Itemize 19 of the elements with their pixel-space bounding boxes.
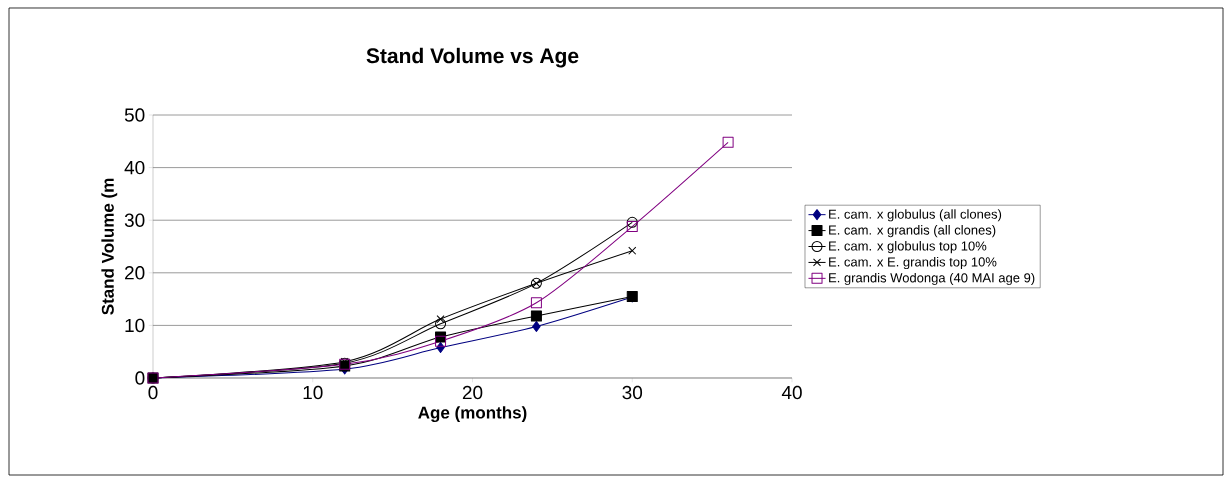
x-tick-label: 10 xyxy=(303,385,323,400)
legend-label: E. grandis Wodonga (40 MAI age 9) xyxy=(829,272,1035,285)
legend-label: E. cam. x grandis (all clones) xyxy=(829,225,996,238)
x-axis-title: Age (months) xyxy=(418,406,527,423)
y-tick-label: 10 xyxy=(125,318,145,333)
y-tick-label: 30 xyxy=(124,213,145,227)
y-tick-label: 50 xyxy=(124,108,145,122)
x-tick-label: 30 xyxy=(622,385,643,400)
legend-label: E. cam. x E. grandis top 10% xyxy=(829,256,997,270)
x-tick-label: 0 xyxy=(148,385,158,400)
y-tick-label: 20 xyxy=(125,266,145,280)
x-tick-label: 20 xyxy=(462,385,483,400)
legend-label: E. cam. x globulus (all clones) xyxy=(829,209,1002,222)
x-tick-label: 40 xyxy=(781,385,802,400)
legend-label: E. cam. x globulus top 10% xyxy=(829,241,987,254)
y-axis-title: Stand Volume (m xyxy=(101,178,118,315)
y-tick-label: 0 xyxy=(135,371,145,385)
chart-title: Stand Volume vs Age xyxy=(366,47,579,68)
y-tick-label: 40 xyxy=(124,160,145,175)
